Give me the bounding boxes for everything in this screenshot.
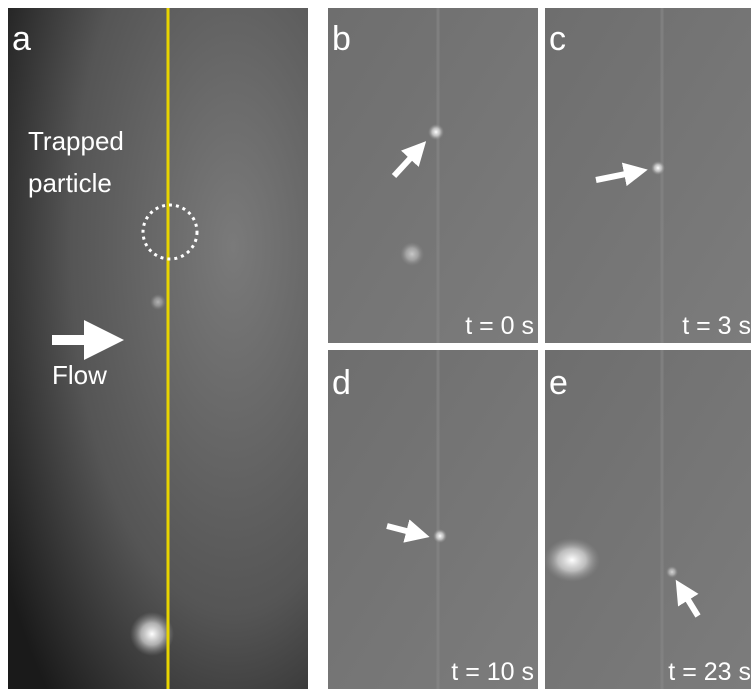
panel-c: c t = 3 s bbox=[545, 8, 751, 343]
particle bbox=[150, 294, 166, 310]
panel-label: c bbox=[549, 20, 566, 58]
panel-image bbox=[328, 350, 538, 689]
panel-label: d bbox=[332, 364, 351, 402]
figure: a Trapped particle Flow b t = 0 s c t = … bbox=[0, 0, 751, 689]
panel-label: b bbox=[332, 20, 351, 58]
panel-label: e bbox=[549, 364, 568, 402]
particle bbox=[400, 242, 424, 266]
panel-a: a Trapped particle Flow bbox=[8, 8, 308, 689]
particle bbox=[433, 529, 447, 543]
time-label: t = 3 s bbox=[682, 312, 751, 340]
particle bbox=[666, 566, 678, 578]
panel-image bbox=[545, 8, 751, 343]
time-label: t = 0 s bbox=[465, 312, 534, 340]
particle bbox=[544, 538, 600, 582]
panel-e: e t = 23 s bbox=[544, 350, 751, 689]
panel-image bbox=[8, 8, 308, 689]
particle bbox=[428, 124, 444, 140]
annotation: particle bbox=[28, 168, 112, 198]
particle bbox=[651, 161, 665, 175]
panel-image bbox=[328, 8, 538, 343]
panel-b: b t = 0 s bbox=[328, 8, 538, 343]
panel-image bbox=[545, 350, 751, 689]
time-label: t = 23 s bbox=[668, 658, 751, 686]
panel-label: a bbox=[12, 20, 31, 58]
annotation: Flow bbox=[52, 360, 107, 390]
panel-d: d t = 10 s bbox=[328, 350, 538, 689]
time-label: t = 10 s bbox=[451, 658, 534, 686]
annotation: Trapped bbox=[28, 126, 124, 156]
